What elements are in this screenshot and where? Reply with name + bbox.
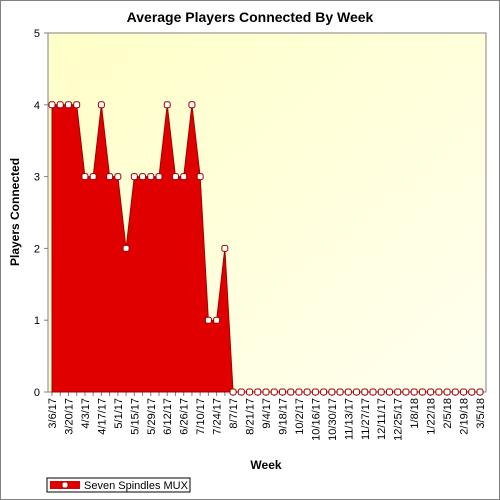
x-tick-label: 3/6/17 (47, 398, 59, 429)
point-marker (377, 388, 385, 396)
x-tick-label: 4/3/17 (80, 398, 92, 429)
point-marker (130, 173, 138, 181)
x-tick-label: 1/8/18 (409, 398, 421, 429)
point-marker (287, 388, 295, 396)
point-marker (81, 173, 89, 181)
point-marker (229, 388, 237, 396)
point-marker (460, 388, 468, 396)
point-marker (89, 173, 97, 181)
x-tick-label: 7/10/17 (195, 398, 207, 435)
point-marker (344, 388, 352, 396)
legend-label: Seven Spindles MUX (84, 480, 189, 492)
y-tick-label: 0 (34, 387, 40, 399)
point-marker (311, 388, 319, 396)
legend (46, 477, 191, 493)
point-marker (353, 388, 361, 396)
x-tick-label: 5/1/17 (113, 398, 125, 429)
point-marker (295, 388, 303, 396)
point-marker (237, 388, 245, 396)
x-tick-label: 7/24/17 (212, 398, 224, 435)
point-marker (204, 316, 212, 324)
point-marker (122, 244, 130, 252)
y-tick-label: 1 (34, 315, 40, 327)
x-tick-label: 11/27/17 (360, 398, 372, 440)
point-marker (97, 101, 105, 109)
x-tick-label: 9/18/17 (277, 398, 289, 435)
point-marker (48, 101, 56, 109)
x-tick-label: 12/11/17 (376, 398, 388, 440)
point-marker (171, 173, 179, 181)
point-marker (155, 173, 163, 181)
x-tick-label: 5/15/17 (129, 398, 141, 435)
x-tick-label: 8/21/17 (245, 398, 257, 435)
x-tick-label: 6/12/17 (162, 398, 174, 435)
point-marker (254, 388, 262, 396)
x-tick-label: 5/29/17 (146, 398, 158, 435)
x-tick-label: 2/5/18 (442, 398, 454, 429)
x-axis-title: Week (250, 458, 281, 472)
y-tick-label: 2 (34, 243, 40, 255)
point-marker (402, 388, 410, 396)
point-marker (270, 388, 278, 396)
point-marker (278, 388, 286, 396)
x-tick-label: 10/2/17 (294, 398, 306, 435)
point-marker (303, 388, 311, 396)
point-marker (139, 173, 147, 181)
point-marker (427, 388, 435, 396)
legend-marker (61, 481, 69, 489)
x-tick-label: 3/5/18 (475, 398, 487, 429)
point-marker (394, 388, 402, 396)
point-marker (196, 173, 204, 181)
point-marker (410, 388, 418, 396)
x-tick-label: 10/30/17 (327, 398, 339, 441)
x-tick-label: 9/4/17 (261, 398, 273, 429)
point-marker (369, 388, 377, 396)
y-tick-label: 3 (34, 172, 40, 184)
point-marker (418, 388, 426, 396)
point-marker (320, 388, 328, 396)
point-marker (147, 173, 155, 181)
y-tick-label: 4 (34, 100, 40, 112)
x-tick-label: 12/25/17 (393, 398, 405, 441)
x-tick-label: 1/22/18 (426, 398, 438, 435)
point-marker (262, 388, 270, 396)
x-tick-label: 3/20/17 (63, 398, 75, 435)
point-marker (468, 388, 476, 396)
y-axis-title: Players Connected (8, 158, 22, 266)
point-marker (106, 173, 114, 181)
x-tick-label: 4/17/17 (96, 398, 108, 435)
point-marker (385, 388, 393, 396)
point-marker (163, 101, 171, 109)
point-marker (188, 101, 196, 109)
point-marker (451, 388, 459, 396)
point-marker (114, 173, 122, 181)
x-tick-label: 6/26/17 (179, 398, 191, 435)
point-marker (328, 388, 336, 396)
point-marker (246, 388, 254, 396)
point-marker (64, 101, 72, 109)
point-marker (361, 388, 369, 396)
point-marker (213, 316, 221, 324)
point-marker (180, 173, 188, 181)
chart-title: Average Players Connected By Week (127, 9, 374, 25)
point-marker (73, 101, 81, 109)
point-marker (336, 388, 344, 396)
x-tick-label: 8/7/17 (228, 398, 240, 429)
x-tick-label: 11/13/17 (343, 398, 355, 440)
x-tick-label: 2/19/18 (459, 398, 471, 435)
point-marker (56, 101, 64, 109)
y-tick-label: 5 (34, 28, 40, 40)
point-marker (476, 388, 484, 396)
x-tick-label: 10/16/17 (310, 398, 322, 441)
point-marker (221, 244, 229, 252)
point-marker (435, 388, 443, 396)
point-marker (443, 388, 451, 396)
